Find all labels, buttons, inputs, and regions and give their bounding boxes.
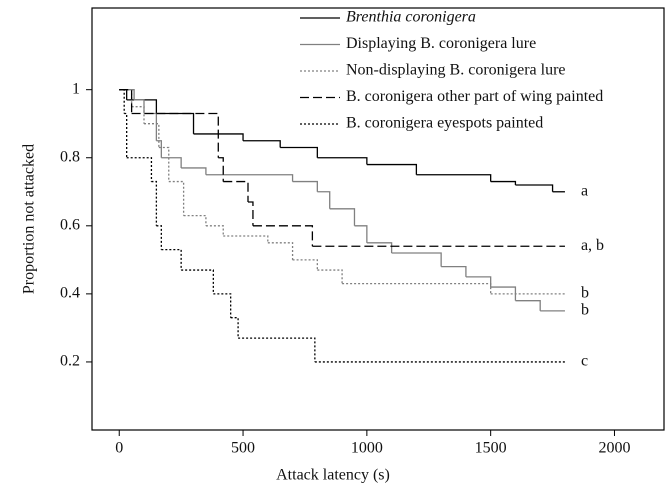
survival-step (490, 286, 517, 301)
y-tick-label: 0.2 (60, 353, 80, 370)
survival-step (329, 208, 356, 226)
survival-step (156, 140, 162, 158)
y-axis-label: Proportion not attacked (21, 144, 38, 294)
significance-label: b (581, 285, 589, 302)
x-tick-label: 1000 (351, 440, 383, 457)
survival-step (144, 123, 160, 148)
survival-step (181, 167, 207, 175)
survival-step (134, 99, 145, 114)
survival-step (119, 89, 133, 107)
survival-step (366, 242, 393, 254)
survival-step (490, 180, 517, 185)
significance-label: a, b (581, 237, 604, 254)
survival-step (342, 283, 492, 294)
survival-step (317, 269, 343, 284)
legend-label: B. coronigera other part of wing painted (346, 88, 603, 105)
survival-step (248, 201, 254, 226)
survival-step (292, 259, 318, 271)
survival-step (441, 265, 467, 277)
legend-label: Non-displaying B. coronigera lure (346, 62, 566, 79)
survival-step (213, 293, 232, 318)
x-tick-label: 2000 (598, 440, 630, 457)
y-tick-label: 0.4 (60, 285, 80, 302)
survival-step (168, 180, 185, 216)
survival-step (193, 133, 244, 141)
survival-step (515, 300, 541, 311)
survival-step (218, 157, 224, 182)
x-tick-label: 1500 (475, 440, 507, 457)
survival-step (317, 157, 368, 165)
survival-step (515, 184, 554, 192)
survival-step (230, 317, 239, 339)
significance-label: a (581, 182, 588, 199)
survival-step (223, 180, 249, 202)
survival-step (161, 248, 182, 271)
survival-step (156, 112, 195, 134)
survival-step (151, 180, 158, 226)
x-tick-label: 500 (231, 440, 255, 457)
survival-step (156, 225, 162, 250)
survival-step (252, 225, 314, 247)
significance-label: c (581, 353, 588, 370)
survival-step (161, 157, 182, 168)
x-axis-label: Attack latency (s) (276, 467, 390, 484)
survival-step (238, 337, 316, 362)
survival-step (317, 191, 331, 209)
y-tick-label: 0.8 (60, 148, 80, 165)
survival-step (119, 89, 128, 100)
survival-step (267, 242, 294, 260)
survival-step (124, 112, 128, 158)
legend-label: B. coronigera eyespots painted (346, 115, 543, 132)
x-tick-label: 0 (115, 440, 123, 457)
survival-step (205, 225, 224, 237)
survival-step (119, 89, 125, 114)
significance-label: b (581, 302, 589, 319)
survival-step (292, 180, 318, 192)
legend-label: Displaying B. coronigera lure (346, 35, 536, 52)
survival-step (181, 269, 214, 294)
survival-step (366, 163, 418, 175)
survival-step (119, 89, 133, 114)
survival-step (465, 276, 492, 288)
survival-step (131, 106, 145, 124)
survival-step (126, 157, 153, 182)
y-tick-label: 1 (72, 80, 80, 97)
survival-step (223, 235, 269, 243)
y-tick-label: 0.6 (60, 216, 80, 233)
survival-step (144, 112, 158, 141)
survival-step (416, 174, 492, 182)
survival-step (391, 252, 442, 267)
survival-step (354, 225, 368, 243)
survival-step (158, 146, 170, 182)
legend-label: Brenthia coronigera (346, 9, 476, 26)
survival-step (280, 146, 318, 158)
survival-step (243, 140, 281, 148)
survival-step (205, 174, 294, 182)
survival-step (183, 214, 207, 226)
plot-frame (91, 7, 665, 431)
survival-step (156, 112, 219, 158)
